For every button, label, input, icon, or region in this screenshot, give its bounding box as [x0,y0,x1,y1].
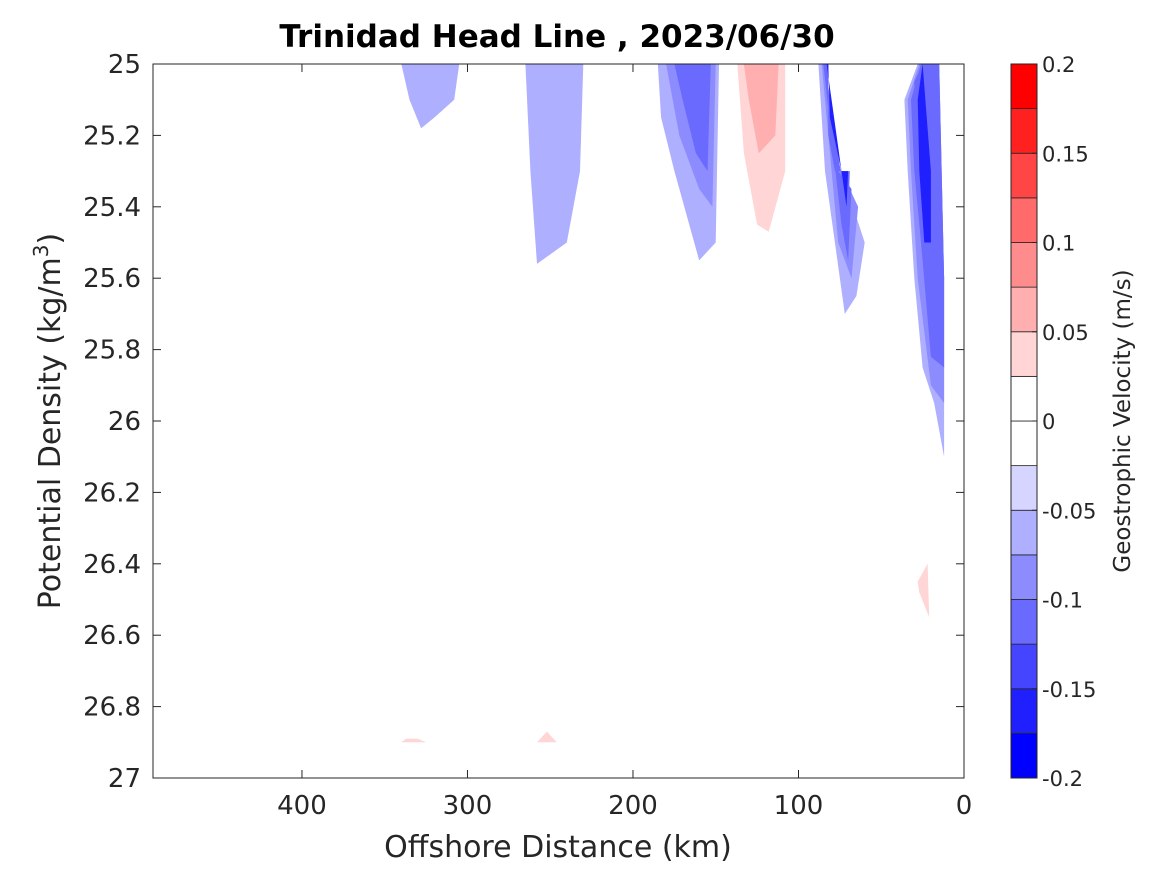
y-tick-label: 26 [108,407,141,437]
y-tick-label: 26.8 [83,693,141,723]
contour-region [897,528,931,664]
colorbar-ticks: 0.2 0.15 0.1 0.05 0 -0.05 -0.1 -0.15 -0.2 [1032,53,1096,791]
contour-region [743,64,779,154]
colorbar-tick-label: -0.1 [1042,589,1083,613]
y-tick-label: 26.6 [83,621,141,651]
contour-region [826,64,849,207]
colorbar-swatch [1010,375,1038,422]
contour-region [682,64,708,129]
x-tick-label: 0 [956,791,973,821]
y-axis-label: Potential Density (kg/m3) [29,233,68,609]
colorbar [1010,63,1038,779]
colorbar-swatch [1010,242,1038,288]
x-axis-label: Offshore Distance (km) [384,830,732,865]
y-tick-label: 25 [108,50,141,80]
contour-region [282,64,289,75]
y-axis-label-main: Potential Density (kg/m [33,257,68,609]
contour-region [609,706,642,743]
colorbar-tick-label: -0.2 [1042,767,1083,791]
colorbar-swatch [1010,197,1038,243]
x-tick-label: 100 [774,791,824,821]
y-tick-label: 25.2 [83,121,141,151]
colorbar-swatch [1010,643,1038,690]
y-tick-label: 27 [108,764,141,794]
colorbar-tick-label: -0.05 [1042,499,1096,523]
contour-region [659,635,719,743]
colorbar-tick-label: 0.15 [1042,142,1089,166]
colorbar-swatch [1010,152,1038,199]
colorbar-tick-label: -0.15 [1042,678,1096,702]
contour-region [383,64,460,332]
colorbar-swatch [1010,108,1038,154]
x-tick-label: 400 [277,791,327,821]
contour-regions [282,64,948,743]
colorbar-swatch [1010,732,1038,779]
colorbar-swatch [1010,331,1038,377]
colorbar-tick-label: 0 [1042,410,1055,434]
x-tick-label: 300 [443,791,493,821]
contour-region [401,64,460,129]
x-axis-ticks: 400 300 200 100 0 [277,64,972,821]
contour-region [917,64,931,243]
colorbar-swatch [1010,688,1038,734]
y-tick-label: 25.8 [83,336,141,366]
colorbar-swatch [1010,599,1038,645]
y-tick-label: 26.2 [83,478,141,508]
y-axis-label-superscript: 3 [29,244,53,257]
y-axis-ticks: 25 25.2 25.4 25.6 25.8 26 26.2 26.4 26.6 26.8 27 [83,50,964,794]
contour-region [748,688,787,743]
colorbar-swatch [1010,465,1038,511]
colorbar-tick-label: 0.05 [1042,321,1089,345]
contour-region [537,731,557,743]
colorbar-swatch [1010,509,1038,556]
contour-region [512,653,579,743]
colorbar-swatch [1010,63,1038,110]
colorbar-swatch [1010,420,1038,467]
colorbar-tick-label: 0.2 [1042,53,1075,77]
colorbar-swatch [1010,286,1038,333]
contour-region [815,653,852,743]
x-tick-label: 200 [608,791,658,821]
colorbar-swatch [1010,554,1038,600]
contour-region [611,64,633,186]
colorbar-label: Geostrophic Velocity (m/s) [1110,269,1136,572]
plot-area [152,63,965,779]
contour-region [525,64,584,264]
y-axis-label-close: ) [33,233,68,245]
colorbar-tick-label: 0.1 [1042,232,1075,256]
y-tick-label: 25.6 [83,264,141,294]
chart-title: Trinidad Head Line , 2023/06/30 [279,19,834,55]
y-tick-label: 26.4 [83,550,141,580]
contour-region [401,738,427,743]
contour-region [917,563,930,618]
y-tick-label: 25.4 [83,193,141,223]
contour-region [823,64,852,261]
contour-region [383,642,450,743]
